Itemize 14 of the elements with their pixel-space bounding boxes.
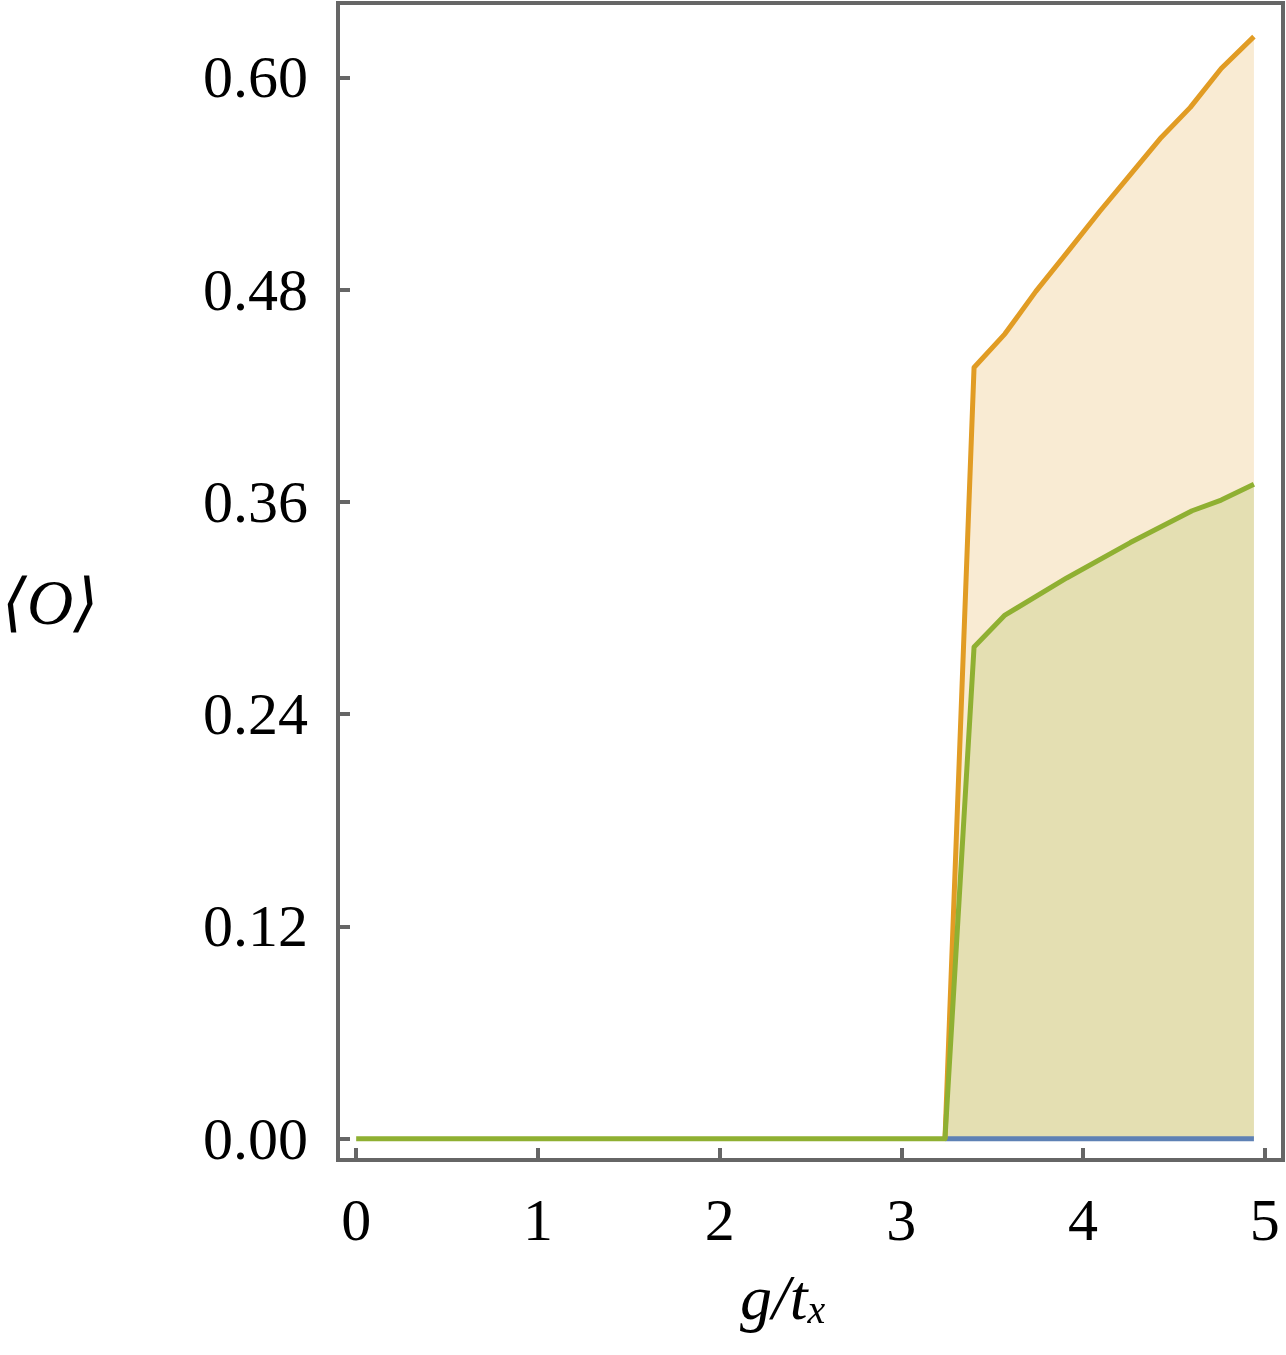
y-axis-title: ⟨O⟩: [2, 566, 99, 638]
y-tick-label: 0.12: [203, 893, 308, 960]
x-tick-label: 2: [704, 1187, 735, 1253]
x-tick-label: 3: [886, 1187, 917, 1253]
x-tick-label: 5: [1249, 1187, 1280, 1253]
y-tick-label: 0.00: [203, 1105, 308, 1172]
y-tick-label: 0.60: [203, 44, 308, 111]
x-tick-label: 0: [341, 1187, 372, 1253]
x-axis-title: g/tx: [740, 1261, 826, 1333]
y-tick-label: 0.48: [203, 256, 308, 323]
x-tick-label: 4: [1068, 1187, 1099, 1253]
y-tick-label: 0.36: [203, 468, 308, 535]
y-tick-label: 0.24: [203, 681, 308, 748]
x-tick-label: 1: [522, 1187, 553, 1253]
